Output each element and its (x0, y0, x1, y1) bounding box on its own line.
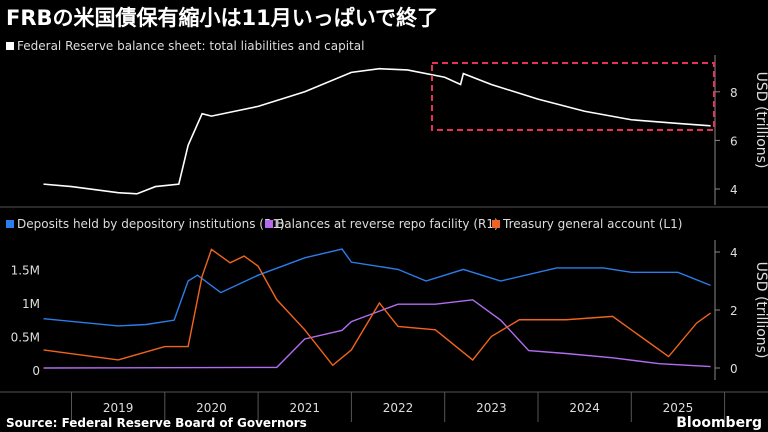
right-tick-label: 2 (730, 304, 738, 318)
x-tick-label: 2020 (196, 401, 227, 415)
chart-title: FRBの米国債保有縮小は11月いっぱいで終了 (6, 6, 439, 30)
left-tick-label: 1M (22, 297, 40, 311)
left-tick-label: 0.5M (11, 331, 40, 345)
x-tick-label: 2025 (663, 401, 694, 415)
series-line-2 (43, 248, 712, 367)
legend-label-1: Balances at reverse repo facility (R1) (276, 217, 499, 231)
x-tick-label: 2021 (289, 401, 320, 415)
legend-label-0: Deposits held by depository institutions… (17, 217, 285, 231)
x-tick-label: 2022 (383, 401, 414, 415)
highlight-box (431, 62, 715, 131)
y-tick-label: 6 (730, 134, 738, 148)
left-tick-label: 1.5M (11, 264, 40, 278)
series-line-1 (43, 299, 711, 369)
legend-swatch-2 (492, 220, 500, 228)
legend-swatch-balance (6, 42, 14, 50)
x-tick-label: 2023 (476, 401, 507, 415)
right-tick-label: 4 (730, 246, 738, 260)
source-note: Source: Federal Reserve Board of Governo… (6, 416, 307, 430)
top-chart-title: Federal Reserve balance sheet: total lia… (17, 39, 364, 53)
top-y-label: USD (trillions) (753, 72, 768, 169)
y-tick-label: 8 (730, 86, 738, 100)
legend-label-2: Treasury general account (L1) (502, 217, 682, 231)
x-tick-label: 2024 (569, 401, 600, 415)
balance-sheet-line (43, 67, 711, 195)
x-tick-label: 2019 (103, 401, 134, 415)
y-tick-label: 4 (730, 183, 738, 197)
right-tick-label: 0 (730, 362, 738, 376)
bloomberg-logo: Bloomberg (676, 415, 762, 431)
legend-swatch-0 (6, 220, 14, 228)
bottom-y-label: USD (trillions) (753, 262, 768, 359)
legend-swatch-1 (265, 220, 273, 228)
left-tick-label: 0 (32, 364, 40, 378)
series-line-0 (43, 248, 711, 327)
